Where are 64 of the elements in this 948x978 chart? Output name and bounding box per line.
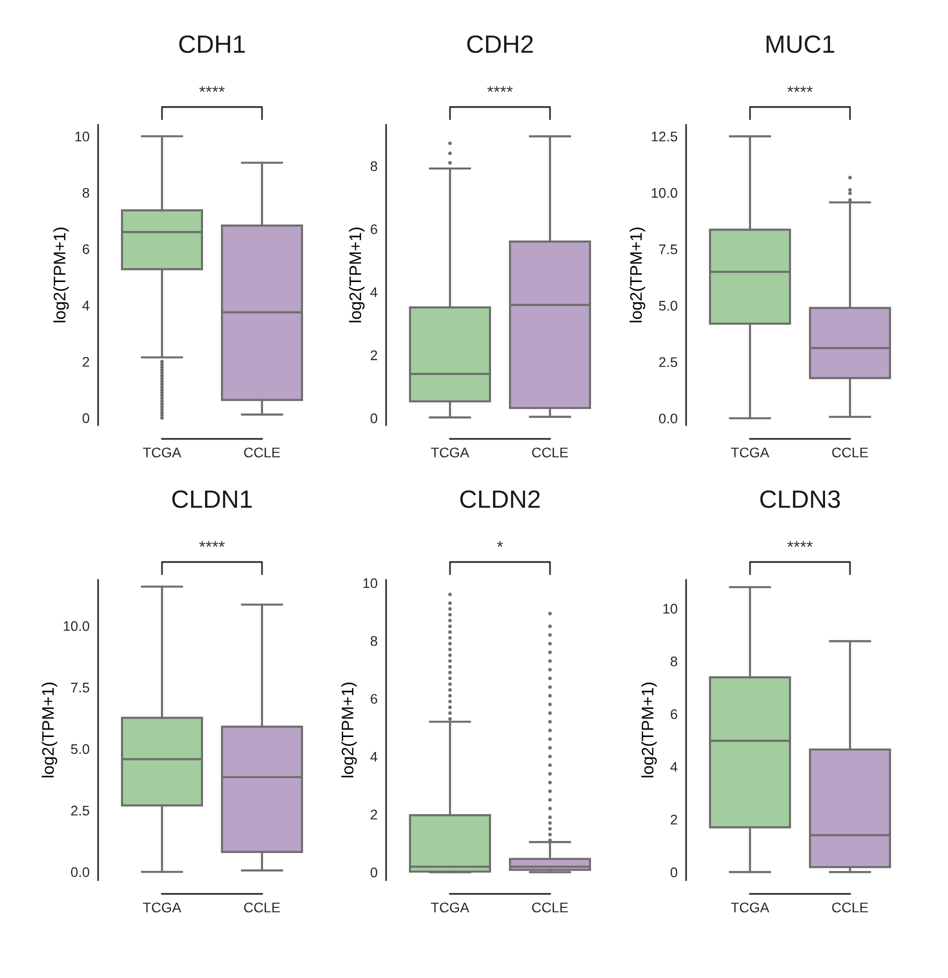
y-tick-label: 4 (82, 300, 90, 310)
x-tick-label: TCGA (731, 448, 770, 458)
y-tick-label: 8 (82, 188, 90, 198)
text: **** (787, 86, 813, 92)
chart-title: CDH2 (467, 35, 533, 54)
x-tick-label: CCLE (832, 902, 868, 912)
y-tick-label: 0 (370, 413, 378, 424)
y-axis-title: log2(TPM+1) (53, 228, 69, 322)
text: * (497, 541, 503, 547)
y-tick-label: 10.0 (652, 188, 678, 198)
y-tick-label: 0.0 (71, 867, 90, 878)
y-tick-label: 6 (670, 709, 678, 720)
x-tick-label: CCLE (532, 448, 568, 458)
chart-title: CLDN1 (172, 490, 252, 508)
y-axis-title: log2(TPM+1) (341, 682, 357, 778)
text: **** (199, 86, 225, 92)
y-tick-label: 2 (370, 350, 378, 360)
text: **** (487, 86, 513, 92)
y-tick-label: 2 (670, 814, 678, 824)
y-tick-label: 5.0 (659, 300, 678, 311)
y-tick-label: 6 (370, 694, 378, 704)
y-axis-title: log2(TPM+1) (42, 682, 58, 778)
x-tick-label: CCLE (832, 448, 868, 458)
y-tick-label: 6 (370, 224, 378, 234)
y-tick-label: 4 (670, 762, 678, 772)
y-tick-label: 2.5 (71, 806, 90, 816)
chart-title: CLDN3 (760, 490, 840, 508)
y-tick-label: 2 (82, 356, 90, 367)
y-tick-label: 7.5 (659, 244, 678, 254)
y-axis-title: log2(TPM+1) (641, 682, 657, 778)
y-tick-label: 10 (363, 578, 378, 588)
chart-title: CDH1 (179, 35, 245, 54)
y-tick-label: 0.0 (659, 414, 678, 424)
text: **** (787, 541, 813, 547)
x-tick-label: CCLE (244, 902, 280, 912)
y-tick-label: 2.5 (659, 357, 678, 368)
x-tick-label: CCLE (244, 448, 280, 458)
x-tick-label: TCGA (431, 902, 470, 912)
y-tick-label: 4 (370, 287, 378, 298)
y-tick-label: 4 (370, 752, 378, 762)
x-tick-label: CCLE (532, 902, 568, 912)
y-tick-label: 5.0 (71, 744, 90, 754)
y-tick-label: 0 (670, 867, 678, 878)
y-tick-label: 2 (370, 810, 378, 820)
x-tick-label: TCGA (731, 902, 770, 912)
x-tick-label: TCGA (143, 448, 182, 458)
y-tick-label: 0 (82, 413, 90, 424)
y-tick-label: 10 (75, 132, 90, 142)
y-tick-label: 8 (370, 636, 378, 646)
y-tick-label: 12.5 (652, 132, 678, 142)
x-tick-label: TCGA (431, 448, 470, 458)
y-tick-label: 10 (663, 604, 678, 614)
y-tick-label: 6 (82, 244, 90, 254)
y-tick-label: 7.5 (71, 682, 90, 692)
x-tick-label: TCGA (143, 902, 182, 912)
y-tick-label: 8 (670, 656, 678, 666)
chart-title: MUC1 (766, 35, 834, 54)
y-tick-label: 0 (370, 868, 378, 878)
text: **** (199, 541, 225, 547)
y-axis-title: log2(TPM+1) (348, 228, 364, 322)
chart-title: CLDN2 (460, 490, 540, 508)
y-axis-title: log2(TPM+1) (630, 228, 646, 322)
y-tick-label: 8 (370, 161, 378, 172)
y-tick-label: 10.0 (64, 621, 90, 631)
